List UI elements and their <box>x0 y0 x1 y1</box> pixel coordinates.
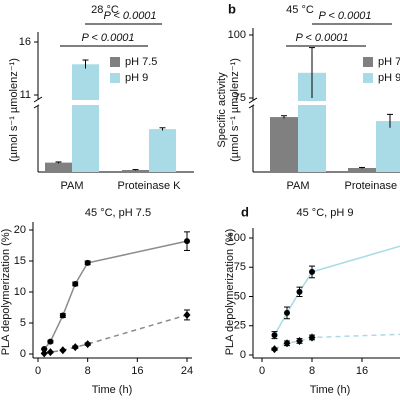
chart-title: 45 °C, pH 9 <box>297 207 354 219</box>
y-tick-label: 11 <box>20 89 31 101</box>
line <box>273 245 400 336</box>
bar <box>122 169 149 172</box>
marker <box>308 333 316 342</box>
marker <box>46 348 54 357</box>
marker <box>284 309 290 316</box>
annotation: P < 0.0001 <box>81 32 134 44</box>
marker <box>59 312 66 319</box>
axis-break-gap <box>39 100 400 105</box>
y-axis-label: PLA depolymerization (%) <box>0 229 12 356</box>
panel-label: b <box>228 1 236 16</box>
marker <box>296 288 303 295</box>
y-axis-label: Specific activity <box>216 72 228 148</box>
marker <box>296 336 303 345</box>
panel-label: d <box>241 204 249 219</box>
y-tick-label: 0 <box>240 349 246 361</box>
marker <box>183 310 191 319</box>
y-tick-label: 0 <box>20 348 26 360</box>
marker <box>47 338 54 345</box>
y-tick-label: 50 <box>234 290 246 302</box>
x-tick-label: 16 <box>356 365 368 377</box>
legend-swatch <box>110 57 120 67</box>
y-tick-label: 10 <box>14 286 26 298</box>
y-tick-label: 100 <box>228 232 246 244</box>
x-tick-label: 24 <box>181 365 193 377</box>
annotation: P < 0.0001 <box>318 10 371 22</box>
chart-title: 28 °C <box>91 4 119 16</box>
x-axis-label: Time (h) <box>92 384 133 396</box>
legend-label: pH 7.5 <box>125 56 157 68</box>
x-tick-label: Proteinase K <box>118 180 182 192</box>
bar <box>72 64 99 172</box>
x-axis-label: Time (h) <box>310 384 351 396</box>
bar <box>270 117 298 172</box>
marker <box>283 339 291 348</box>
y-tick-label: 100 <box>228 29 246 41</box>
y-axis-label: PLA depolymerization (%) <box>224 229 236 356</box>
annotation: P < 0.0001 <box>295 32 348 44</box>
line <box>274 333 400 350</box>
y-axis-label: (µmol s⁻¹ µmolenz⁻¹) <box>229 58 241 162</box>
y-tick-label: 25 <box>234 320 246 332</box>
axis-break-gap <box>254 101 400 105</box>
y-tick-label: 20 <box>14 224 26 236</box>
line <box>44 314 188 355</box>
legend-swatch <box>363 57 373 67</box>
annotation: P < 0.0001 <box>103 10 156 22</box>
y-axis-label: (µmol s⁻¹ µmolenz⁻¹) <box>8 58 20 162</box>
line <box>43 240 188 350</box>
marker <box>184 238 190 245</box>
legend-label: pH 9 <box>125 72 148 84</box>
y-tick-label: 5 <box>20 317 26 329</box>
legend-label: pH 7.5 <box>378 56 400 68</box>
bar <box>376 121 400 172</box>
marker <box>72 280 79 287</box>
x-tick-label: 0 <box>35 365 41 377</box>
x-tick-label: 16 <box>131 365 143 377</box>
marker <box>41 346 48 353</box>
axis-break <box>248 97 258 104</box>
y-tick-label: 16 <box>19 36 31 48</box>
x-tick-label: 8 <box>85 365 91 377</box>
marker <box>40 349 48 358</box>
x-tick-label: PAM <box>286 180 309 192</box>
x-tick-label: PAM <box>60 180 83 192</box>
legend-swatch <box>363 73 373 83</box>
y-tick-label: 75 <box>234 92 246 104</box>
x-tick-label: 8 <box>309 365 315 377</box>
marker <box>271 332 278 339</box>
legend-label: pH 9 <box>378 72 400 84</box>
chart-title: 45 °C, pH 7.5 <box>85 207 151 219</box>
y-tick-label: 15 <box>14 255 26 267</box>
bar <box>149 129 176 172</box>
marker <box>71 343 79 352</box>
y-tick-label: 75 <box>234 261 246 273</box>
bar <box>45 162 72 172</box>
legend-swatch <box>110 73 120 83</box>
marker <box>271 345 278 354</box>
marker <box>309 268 315 275</box>
chart-title: 45 °C <box>286 4 314 16</box>
x-tick-label: 0 <box>259 365 265 377</box>
x-tick-label: Proteinase K <box>345 180 400 192</box>
marker <box>84 259 91 266</box>
axis-break <box>33 96 43 103</box>
bar <box>348 167 376 172</box>
marker <box>84 340 92 349</box>
marker <box>59 346 67 355</box>
